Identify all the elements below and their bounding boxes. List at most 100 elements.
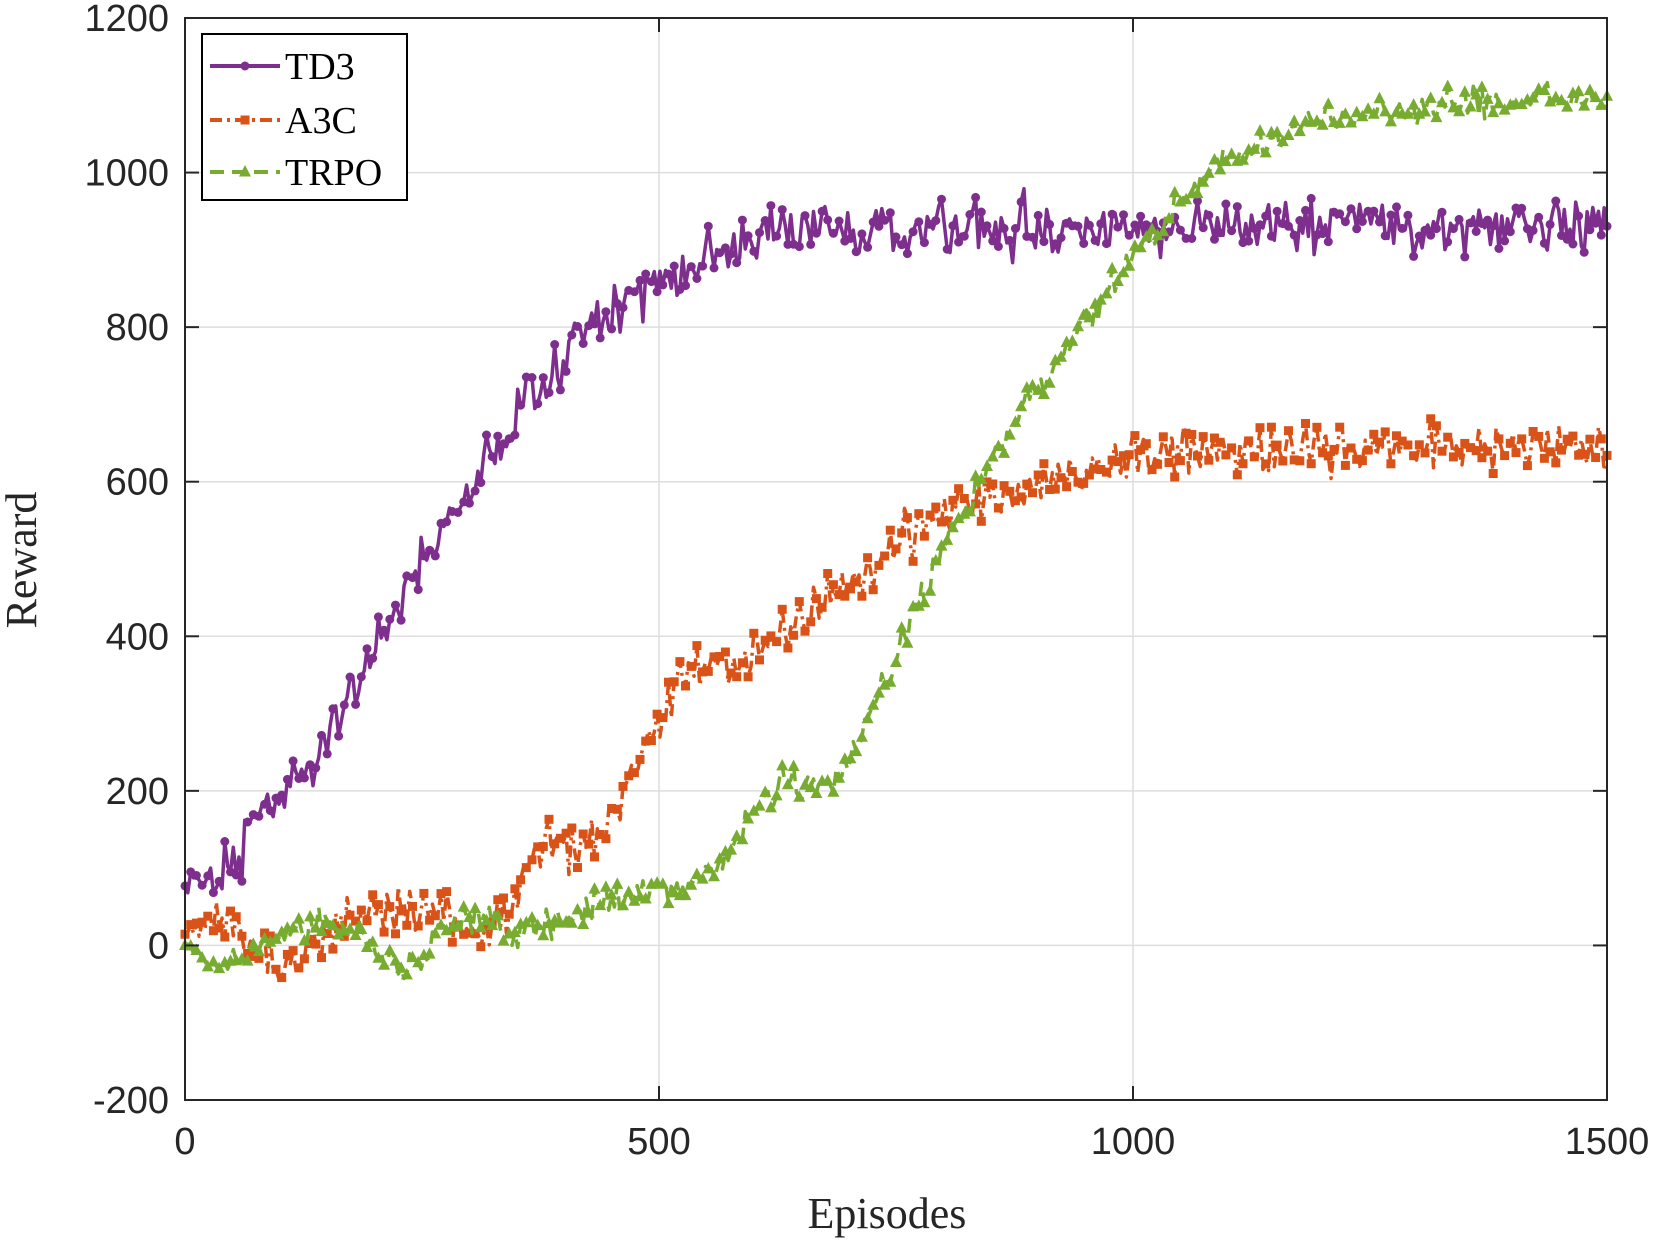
data-point-td3	[351, 699, 361, 709]
data-point-td3	[1210, 234, 1219, 244]
data-point-trpo	[599, 880, 612, 892]
data-point-a3c	[669, 677, 679, 687]
series-td3	[180, 186, 1612, 898]
data-point-trpo	[878, 678, 891, 690]
data-point-trpo	[861, 711, 874, 724]
data-point-trpo	[1032, 383, 1045, 395]
data-point-trpo	[753, 799, 766, 811]
data-point-trpo	[776, 758, 789, 771]
data-point-trpo	[1049, 353, 1062, 366]
data-point-a3c	[772, 637, 782, 647]
data-point-a3c	[846, 584, 855, 594]
data-point-td3	[1130, 220, 1140, 230]
data-point-trpo	[344, 922, 356, 934]
data-point-a3c	[248, 951, 258, 961]
data-point-td3	[555, 385, 565, 395]
data-point-td3	[1124, 230, 1134, 240]
data-point-td3	[1187, 234, 1197, 243]
data-point-trpo	[992, 439, 1005, 451]
data-point-td3	[641, 269, 651, 279]
data-point-a3c	[646, 736, 656, 745]
data-point-a3c	[1585, 434, 1595, 444]
data-point-a3c	[1591, 453, 1601, 462]
data-point-trpo	[1345, 116, 1357, 128]
data-point-a3c	[919, 531, 929, 541]
data-point-trpo	[702, 861, 715, 874]
data-point-a3c	[299, 954, 309, 964]
data-point-td3	[823, 215, 833, 225]
data-point-td3	[1301, 205, 1310, 215]
data-point-a3c	[1284, 426, 1293, 436]
data-point-td3	[720, 243, 730, 253]
data-point-a3c	[658, 713, 668, 723]
data-point-trpo	[1538, 83, 1551, 95]
x-axis-label: Episodes	[808, 1189, 967, 1238]
data-point-td3	[516, 400, 526, 410]
data-point-trpo	[696, 872, 709, 884]
data-point-a3c	[1113, 457, 1123, 467]
data-point-a3c	[1261, 459, 1271, 469]
data-point-a3c	[1090, 464, 1100, 474]
data-point-a3c	[408, 901, 417, 911]
data-point-td3	[709, 263, 719, 273]
legend-marker-shape-a3c	[240, 115, 250, 125]
data-point-a3c	[322, 929, 332, 938]
data-point-td3	[1033, 210, 1043, 220]
data-point-td3	[669, 261, 679, 271]
data-point-td3	[345, 672, 355, 682]
data-point-trpo	[400, 967, 413, 980]
data-point-a3c	[1369, 429, 1379, 439]
data-point-trpo	[764, 800, 777, 813]
data-point-trpo	[588, 882, 601, 894]
legend-marker-shape-td3	[240, 61, 250, 71]
legend-item-td3: TD3	[210, 46, 355, 88]
data-point-a3c	[1562, 434, 1572, 444]
data-point-td3	[538, 373, 548, 383]
data-point-td3	[430, 551, 440, 561]
data-point-trpo	[1140, 230, 1153, 242]
data-point-td3	[1204, 210, 1214, 220]
data-point-a3c	[584, 839, 594, 849]
data-point-a3c	[356, 905, 366, 915]
data-point-trpo	[981, 459, 993, 471]
data-point-trpo	[901, 636, 914, 648]
data-point-trpo	[520, 915, 533, 928]
data-point-td3	[1352, 224, 1362, 234]
data-point-td3	[237, 876, 247, 886]
data-point-a3c	[226, 906, 235, 916]
data-point-trpo	[1089, 297, 1102, 309]
data-point-a3c	[823, 569, 833, 578]
data-point-trpo	[315, 924, 328, 937]
data-point-trpo	[1282, 128, 1295, 140]
data-point-trpo	[571, 902, 584, 915]
data-point-td3	[959, 231, 969, 241]
data-point-a3c	[880, 551, 890, 561]
data-point-td3	[561, 366, 571, 376]
data-point-td3	[1397, 223, 1407, 233]
data-point-a3c	[345, 910, 355, 920]
data-point-trpo	[1276, 134, 1289, 147]
data-point-td3	[914, 217, 924, 227]
data-point-trpo	[679, 888, 692, 901]
data-point-trpo	[833, 771, 846, 783]
data-point-td3	[1443, 237, 1453, 247]
data-point-trpo	[713, 852, 726, 864]
data-point-trpo	[190, 943, 203, 955]
data-point-a3c	[459, 929, 469, 939]
data-point-a3c	[567, 823, 577, 833]
legend-label-td3: TD3	[285, 46, 355, 88]
data-point-trpo	[463, 910, 476, 922]
data-point-td3	[391, 600, 400, 610]
data-point-trpo	[1259, 145, 1272, 158]
data-point-trpo	[582, 906, 595, 918]
data-point-trpo	[469, 901, 482, 914]
data-point-a3c	[396, 906, 406, 916]
data-point-a3c	[1431, 421, 1441, 431]
y-tick-label: 200	[106, 771, 169, 813]
data-point-td3	[373, 612, 383, 622]
data-point-trpo	[742, 812, 755, 824]
data-point-a3c	[516, 875, 526, 885]
data-point-a3c	[538, 842, 548, 851]
data-point-trpo	[810, 786, 823, 798]
data-point-trpo	[770, 788, 783, 801]
